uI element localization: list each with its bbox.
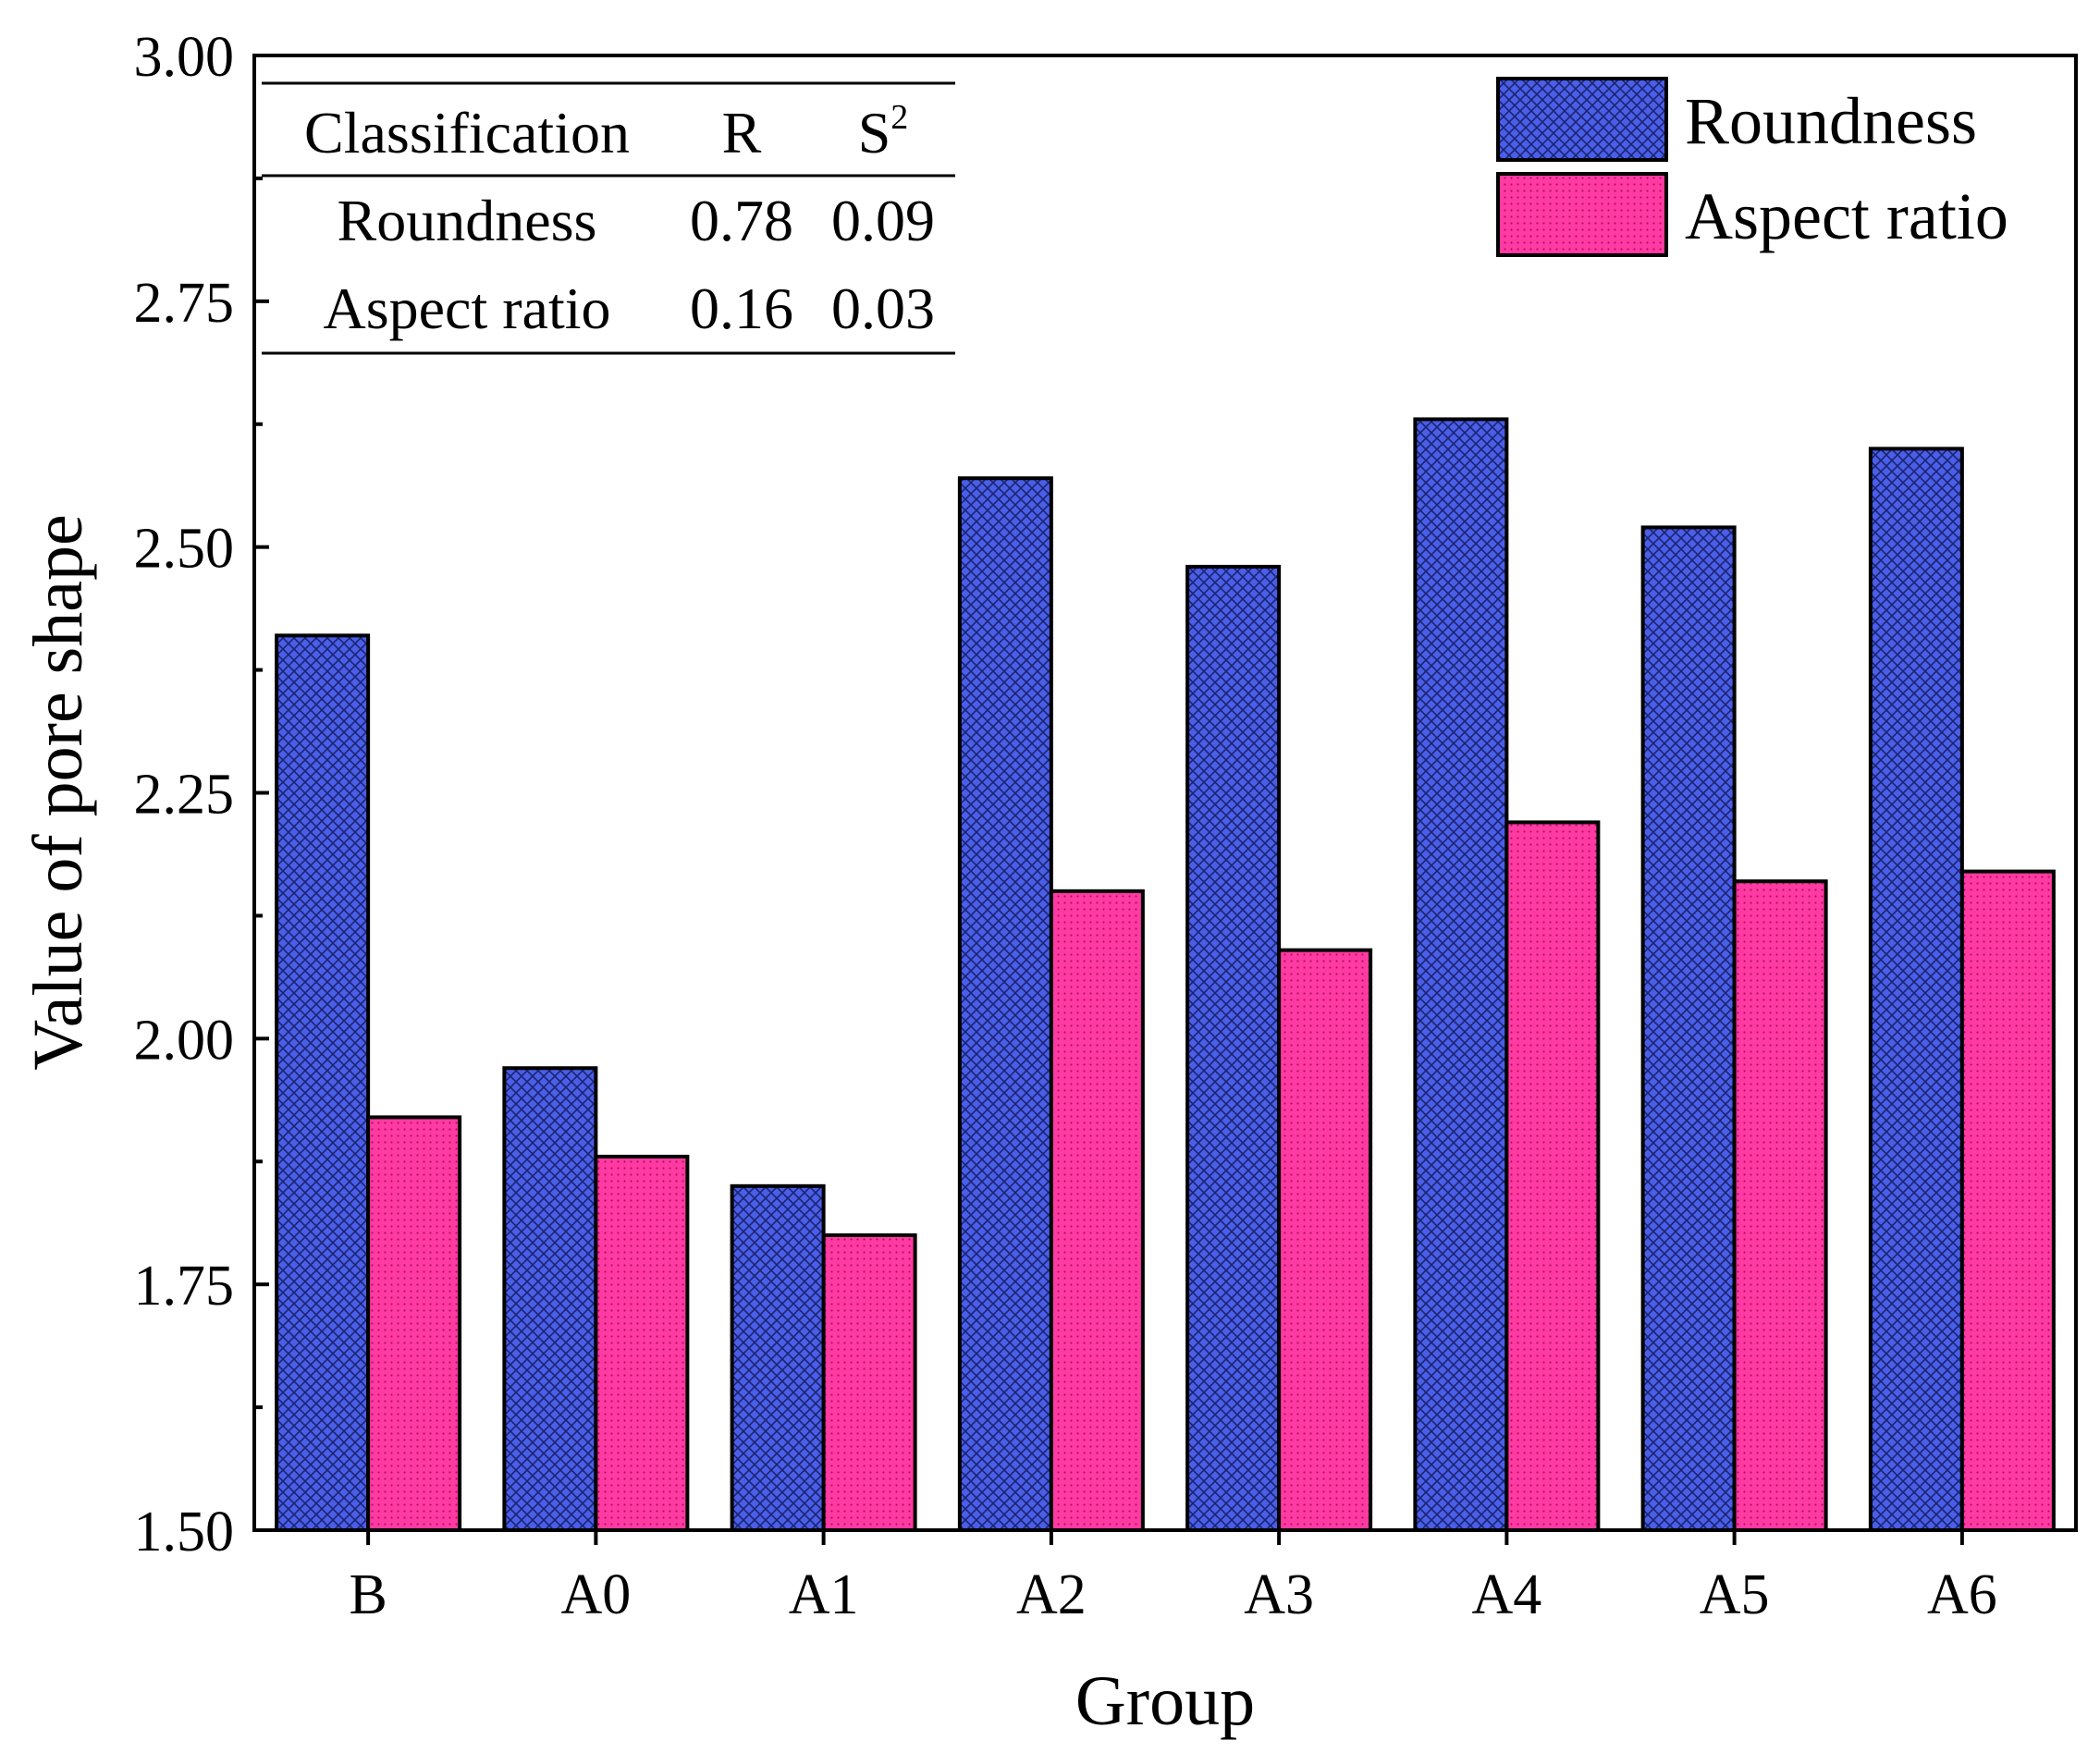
table-cell-r: 0.78 [690, 188, 793, 253]
bar-aspect-ratio [1504, 820, 1601, 1532]
table-header-classification: Classification [304, 100, 630, 165]
x-tick-label: A0 [560, 1563, 631, 1626]
bars [275, 417, 2056, 1533]
x-axis: B A0 A1 A2 A3 A4 A5 A6 [349, 1530, 1997, 1626]
x-tick-label: A6 [1927, 1563, 1997, 1626]
legend-label-roundness: Roundness [1685, 84, 1977, 158]
y-tick-label: 1.75 [134, 1255, 235, 1318]
bar-roundness [730, 1183, 826, 1533]
y-tick-label: 2.75 [134, 272, 235, 335]
bar-aspect-ratio [1959, 869, 2056, 1532]
y-tick-label: 2.50 [134, 518, 235, 581]
table-header-r: R [722, 100, 762, 165]
table-row-label: Roundness [338, 188, 597, 253]
x-tick-label: A2 [1016, 1563, 1087, 1626]
bar-roundness [502, 1066, 598, 1532]
table-cell-s2: 0.09 [831, 188, 935, 253]
legend: Roundness Aspect ratio [1496, 77, 2008, 257]
bar-aspect-ratio [1732, 879, 1828, 1532]
legend-swatch-roundness [1496, 77, 1668, 162]
y-tick-label: 1.50 [134, 1501, 235, 1563]
table-row-label: Aspect ratio [324, 276, 611, 341]
bar-roundness [957, 476, 1053, 1533]
y-axis-title: Value of pore shape [19, 514, 97, 1070]
bar-roundness [1868, 447, 1964, 1532]
x-tick-label: A5 [1700, 1563, 1770, 1626]
table-header-s2: S2 [858, 98, 909, 165]
bar-roundness [1640, 525, 1737, 1532]
x-tick-label: A3 [1244, 1563, 1314, 1626]
table-cell-s2: 0.03 [831, 276, 935, 341]
bar-aspect-ratio [594, 1154, 690, 1533]
bar-roundness [1185, 564, 1282, 1532]
table-cell-r: 0.16 [690, 276, 793, 341]
bar-roundness [275, 633, 371, 1532]
bar-aspect-ratio [1277, 948, 1373, 1532]
x-axis-title: Group [1075, 1662, 1255, 1740]
inset-table: Classification R S2 Roundness 0.78 0.09 … [262, 81, 955, 355]
y-tick-label: 2.00 [134, 1009, 235, 1072]
bar-aspect-ratio [1049, 889, 1145, 1532]
legend-label-aspect-ratio: Aspect ratio [1685, 179, 2008, 253]
bar-aspect-ratio [366, 1115, 462, 1533]
x-tick-label: B [349, 1563, 387, 1626]
y-tick-label: 3.00 [134, 26, 235, 89]
x-tick-label: A4 [1471, 1563, 1541, 1626]
bar-roundness [1413, 417, 1509, 1532]
legend-swatch-aspect-ratio [1496, 172, 1668, 257]
y-axis: 1.50 1.75 2.00 2.25 2.50 2.75 3.00 [134, 26, 269, 1563]
bar-aspect-ratio [821, 1233, 917, 1532]
y-tick-label: 2.25 [134, 764, 235, 827]
x-tick-label: A1 [789, 1563, 859, 1626]
